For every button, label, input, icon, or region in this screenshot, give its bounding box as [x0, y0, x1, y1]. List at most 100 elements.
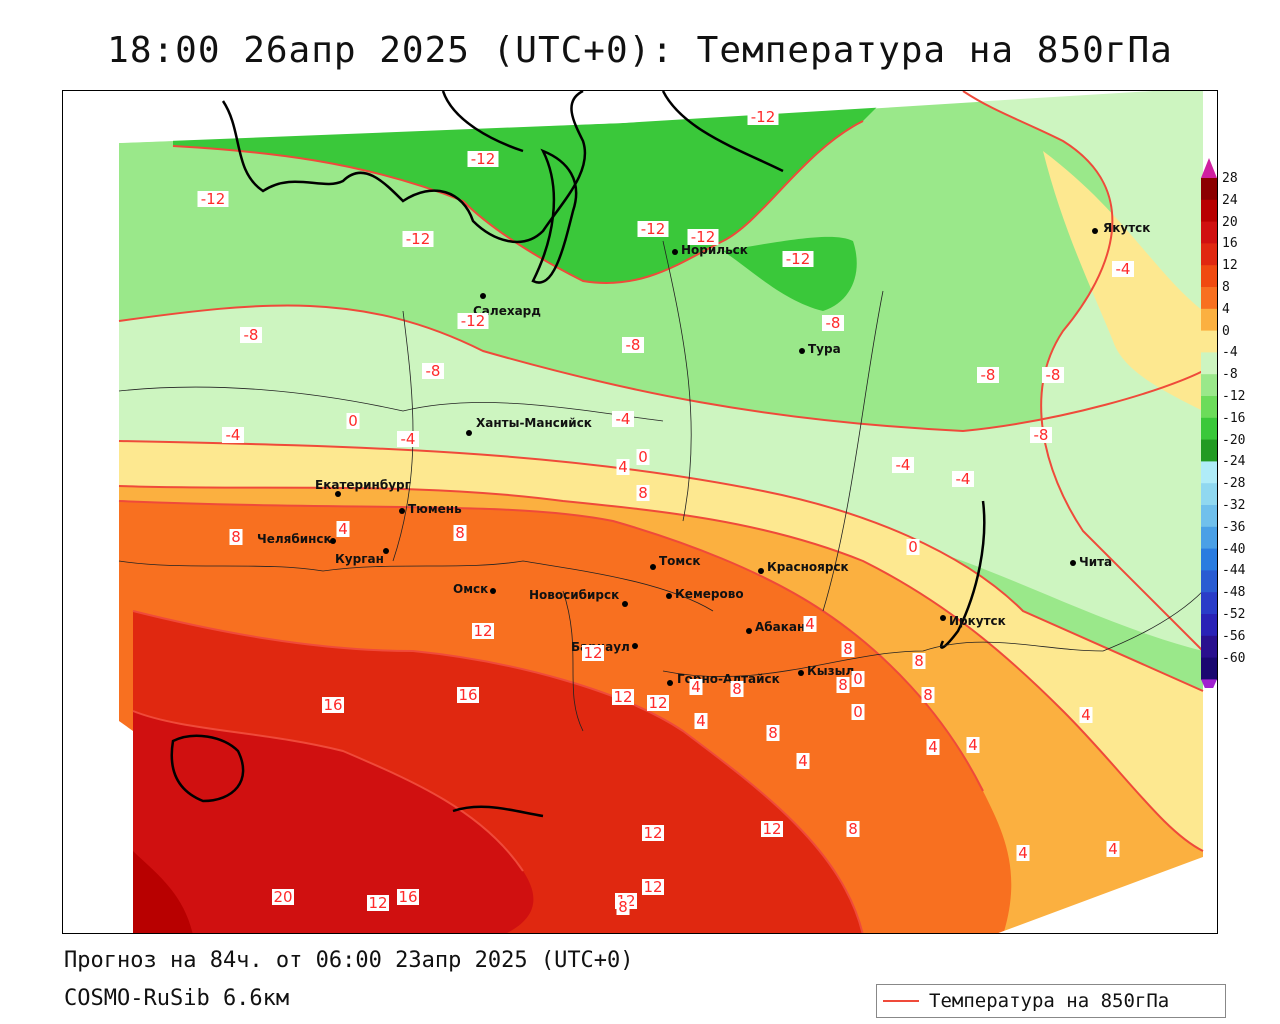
colorbar-tick-label: -12: [1222, 389, 1246, 404]
colorbar-tick-label: -24: [1222, 454, 1246, 470]
page-title: 18:00 26апр 2025 (UTC+0): Температура на…: [107, 30, 1173, 71]
model-name: COSMO-RuSib 6.6км: [64, 986, 290, 1011]
city-yekaterinburg: Екатеринбург: [315, 478, 411, 492]
isotherm-label-text: 12: [643, 878, 662, 896]
isotherm-label-bg: [836, 677, 850, 693]
legend: Температура на 850гПа: [876, 984, 1226, 1018]
colorbar-swatch: [1201, 308, 1217, 332]
isotherm-label-text: 0: [853, 703, 863, 721]
isotherm-label: 4: [694, 712, 708, 730]
isotherm-label-text: 4: [805, 615, 815, 633]
colorbar-swatch: [1201, 439, 1217, 462]
isotherm-label: 4: [336, 520, 350, 538]
isotherm-label: 8: [766, 724, 780, 742]
isotherm-label-text: 8: [923, 686, 933, 704]
city-kurgan: Курган: [335, 552, 384, 566]
isotherm-label: 12: [612, 688, 634, 706]
isotherm-label-bg: [694, 713, 708, 729]
city-chelyabinsk: Челябинск: [257, 532, 332, 546]
isotherm-label: 4: [1106, 840, 1120, 858]
isotherm-label-text: -8: [981, 366, 996, 384]
isotherm-label-text: 8: [843, 640, 853, 658]
isotherm-label-text: 12: [368, 894, 387, 912]
colorbar-swatch: [1201, 483, 1217, 506]
colorbar-tick-label: -8: [1222, 367, 1238, 383]
city-kyzyl: Кызыл: [807, 664, 854, 678]
isotherm-label: 16: [457, 686, 479, 704]
zone-east-warm: [963, 91, 1203, 651]
isotherm-label: 16: [322, 696, 344, 714]
isotherm-label-bg: [397, 889, 419, 905]
isotherm-label-text: 4: [1108, 840, 1118, 858]
isotherm-label: -4: [952, 470, 974, 488]
isotherm-label: -8: [240, 326, 262, 344]
isotherm-label-bg: [952, 471, 974, 487]
isotherm-label-text: -4: [956, 470, 971, 488]
isotherm-label: 4: [1016, 844, 1030, 862]
isotherm-label-bg: [622, 337, 644, 353]
isotherm-label: 12: [761, 820, 783, 838]
isotherm-label-bg: [457, 687, 479, 703]
outside-domain-top: [63, 91, 1153, 143]
isotherm-label-text: -12: [691, 228, 716, 246]
colorbar-tick-label: 20: [1222, 214, 1238, 230]
legend-line-swatch: [883, 1000, 919, 1002]
isotherm-label: -8: [622, 336, 644, 354]
isotherm-label-bg: [851, 671, 865, 687]
isotherm-label: -4: [222, 426, 244, 444]
isotherm-label-text: -12: [641, 220, 666, 238]
isotherm-label-bg: [1106, 841, 1120, 857]
isotherm-label-text: -12: [406, 230, 431, 248]
isotherm-label: 0: [851, 703, 865, 721]
colorbar-tick-label: -32: [1222, 498, 1246, 513]
isotherm-label-text: 12: [473, 622, 492, 640]
isotherm-label-bg: [782, 251, 814, 267]
legend-label: Температура на 850гПа: [929, 990, 1170, 1012]
isotherm-label: -12: [457, 312, 489, 330]
isotherm-label: -8: [422, 362, 444, 380]
isotherm-label-bg: [647, 695, 669, 711]
isotherm-label: 4: [616, 458, 630, 476]
colorbar-tick-label: 8: [1222, 280, 1230, 295]
colorbar-tick-label: 0: [1222, 323, 1230, 339]
isotherm-label-text: 12: [648, 694, 667, 712]
colorbar-swatch: [1201, 243, 1217, 266]
isotherm-label-bg: [636, 485, 650, 501]
isotherm-label: -4: [892, 456, 914, 474]
isotherm-label-bg: [906, 539, 920, 555]
colorbar-tick-label: 16: [1222, 236, 1238, 252]
city-tura: Тура: [808, 342, 841, 356]
isotherm-label-bg: [841, 641, 855, 657]
isotherm-label-text: 4: [696, 712, 706, 730]
isotherm-label-bg: [616, 459, 630, 475]
isotherm-label-bg: [367, 895, 389, 911]
city-markers: [330, 228, 1098, 686]
isotherm-label: 8: [636, 484, 650, 502]
isotherm-label: -8: [1042, 366, 1064, 384]
isotherm-label-bg: [336, 521, 350, 537]
isotherm-label: -8: [977, 366, 999, 384]
isotherm-label-text: 12: [762, 820, 781, 838]
colorbar-tick-label: -56: [1222, 628, 1246, 644]
region-borders: [118, 240, 1204, 732]
colorbar-swatch: [1201, 330, 1217, 353]
city-layer: Якутск Норильск Салехард Тура Ханты-Манс…: [257, 221, 1150, 686]
isotherm-label: 8: [841, 640, 855, 658]
isotherm-label-text: -12: [201, 190, 226, 208]
isotherm-label-bg: [197, 191, 229, 207]
colorbar-swatch: [1201, 352, 1217, 375]
colorbar-swatch: [1201, 526, 1217, 550]
isotherm-label-bg: [851, 704, 865, 720]
isotherm-label-bg: [803, 616, 817, 632]
isotherm-label-bg: [796, 753, 810, 769]
isotherm-label-text: 4: [798, 752, 808, 770]
isotherm-lines: [118, 91, 1204, 933]
zone-plus16: [133, 711, 534, 933]
isotherm-label-text: -12: [786, 250, 811, 268]
isotherm-label: -8: [822, 314, 844, 332]
isotherm-label-bg: [642, 825, 664, 841]
city-omsk: Омск: [453, 582, 488, 596]
colorbar-swatch: [1201, 635, 1217, 659]
isotherm-label: -12: [402, 230, 434, 248]
isotherm-label-text: -8: [826, 314, 841, 332]
